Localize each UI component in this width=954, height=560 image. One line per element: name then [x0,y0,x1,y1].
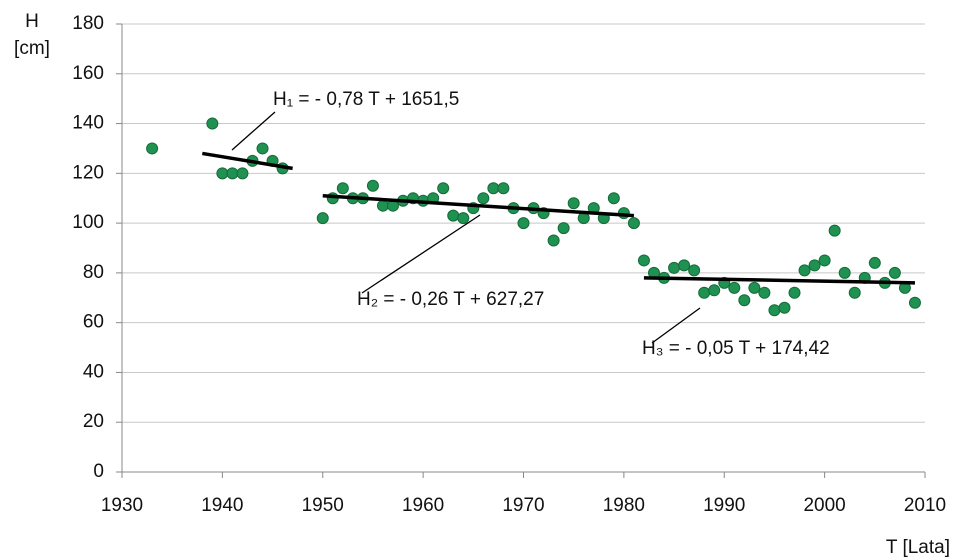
point [908,296,921,309]
y-tick-label: 0 [93,461,104,482]
y-tick-label: 80 [83,262,104,283]
point [477,192,490,205]
annotation: H₃ = - 0,05 T + 174,42 [642,338,830,359]
point [808,259,821,272]
point [708,284,721,297]
x-tick-label: 1940 [201,495,243,516]
point [607,192,620,205]
x-tick-label: 1970 [502,495,544,516]
y-tick-label: 120 [72,162,104,183]
x-tick-label: 1950 [302,495,344,516]
point [457,212,470,225]
x-tick-label: 1980 [603,495,645,516]
annotation: H₁ = - 0,78 T + 1651,5 [273,89,459,110]
point [678,259,691,272]
point [748,281,761,294]
point [236,167,249,180]
x-tick-label: 2000 [803,495,845,516]
point [376,199,389,212]
point [146,142,159,155]
point [768,304,781,317]
point [758,286,771,299]
y-tick-label: 20 [83,411,104,432]
point [848,286,861,299]
point [447,209,460,222]
point [567,197,580,210]
y-tick-label: 60 [83,312,104,333]
point [557,222,570,235]
y-axis-label: H [25,11,39,32]
y-tick-label: 140 [72,113,104,134]
point [517,217,530,230]
y-tick-label: 180 [72,13,104,34]
point [788,286,801,299]
point [366,179,379,192]
point [798,264,811,277]
trend-line [202,151,293,171]
point [668,261,681,274]
point [547,234,560,247]
point [738,294,751,307]
y-tick-label: 40 [83,361,104,382]
y-tick-label: 160 [72,63,104,84]
point [637,254,650,267]
leader-line [651,307,701,344]
point [316,212,329,225]
point [627,217,640,230]
annotation: H₂ = - 0,26 T + 627,27 [357,289,544,310]
point [216,167,229,180]
point [226,167,239,180]
leader-line [361,214,481,294]
x-tick-label: 2010 [904,495,946,516]
y-axis-label: [cm] [14,38,50,59]
point [497,182,510,195]
x-tick-label: 1960 [402,495,444,516]
point [487,182,500,195]
point [818,254,831,267]
point [828,224,841,237]
point [437,182,450,195]
x-tick-label: 1990 [703,495,745,516]
point [256,142,269,155]
x-axis-label: T [Lata] [886,537,950,558]
point [336,182,349,195]
point [206,117,219,130]
point [698,286,711,299]
y-tick-label: 100 [72,212,104,233]
point [838,266,851,279]
x-tick-label: 1930 [101,495,143,516]
trend-line [322,193,635,218]
point [728,281,741,294]
leader-line [231,111,276,151]
point [868,256,881,269]
point [688,264,701,277]
trend-line [643,276,915,285]
point [888,266,901,279]
point [778,301,791,314]
